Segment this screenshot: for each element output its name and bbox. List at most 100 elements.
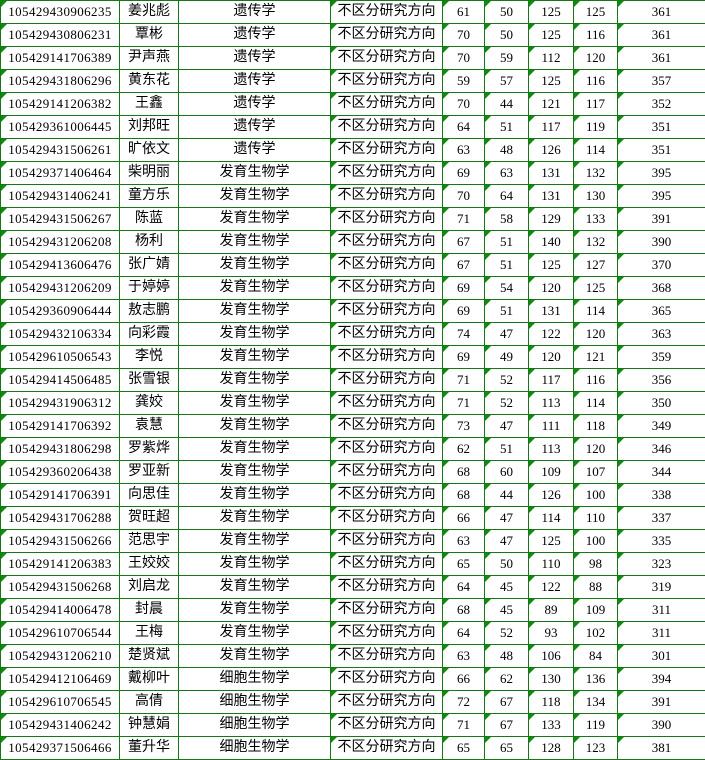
- score2-cell[interactable]: 47: [484, 414, 529, 438]
- score2-cell[interactable]: 51: [484, 437, 529, 461]
- score4-cell[interactable]: 119: [573, 115, 618, 139]
- major-cell[interactable]: 发育生物学: [178, 483, 331, 507]
- score1-cell[interactable]: 69: [442, 161, 485, 185]
- total-cell[interactable]: 361: [617, 23, 705, 47]
- name-cell[interactable]: 罗紫烨: [119, 437, 179, 461]
- direction-cell[interactable]: 不区分研究方向: [330, 552, 443, 576]
- score2-cell[interactable]: 51: [484, 230, 529, 254]
- score2-cell[interactable]: 60: [484, 460, 529, 484]
- direction-cell[interactable]: 不区分研究方向: [330, 621, 443, 645]
- major-cell[interactable]: 发育生物学: [178, 460, 331, 484]
- name-cell[interactable]: 张广婧: [119, 253, 179, 277]
- score1-cell[interactable]: 69: [442, 299, 485, 323]
- id-cell[interactable]: 105429413606476: [0, 253, 120, 277]
- direction-cell[interactable]: 不区分研究方向: [330, 736, 443, 760]
- major-cell[interactable]: 遗传学: [178, 115, 331, 139]
- id-cell[interactable]: 105429431206209: [0, 276, 120, 300]
- score4-cell[interactable]: 133: [573, 207, 618, 231]
- score1-cell[interactable]: 71: [442, 368, 485, 392]
- score1-cell[interactable]: 66: [442, 667, 485, 691]
- score3-cell[interactable]: 120: [528, 345, 574, 369]
- total-cell[interactable]: 301: [617, 644, 705, 668]
- direction-cell[interactable]: 不区分研究方向: [330, 644, 443, 668]
- major-cell[interactable]: 发育生物学: [178, 299, 331, 323]
- major-cell[interactable]: 发育生物学: [178, 253, 331, 277]
- id-cell[interactable]: 105429430906235: [0, 0, 120, 24]
- score4-cell[interactable]: 136: [573, 667, 618, 691]
- score4-cell[interactable]: 114: [573, 299, 618, 323]
- name-cell[interactable]: 尹声燕: [119, 46, 179, 70]
- major-cell[interactable]: 发育生物学: [178, 598, 331, 622]
- id-cell[interactable]: 105429360906444: [0, 299, 120, 323]
- direction-cell[interactable]: 不区分研究方向: [330, 253, 443, 277]
- score3-cell[interactable]: 106: [528, 644, 574, 668]
- score3-cell[interactable]: 125: [528, 23, 574, 47]
- total-cell[interactable]: 356: [617, 368, 705, 392]
- score2-cell[interactable]: 47: [484, 529, 529, 553]
- major-cell[interactable]: 细胞生物学: [178, 736, 331, 760]
- id-cell[interactable]: 105429610706544: [0, 621, 120, 645]
- id-cell[interactable]: 105429431806298: [0, 437, 120, 461]
- score3-cell[interactable]: 125: [528, 529, 574, 553]
- score3-cell[interactable]: 109: [528, 460, 574, 484]
- id-cell[interactable]: 105429141706392: [0, 414, 120, 438]
- score1-cell[interactable]: 63: [442, 138, 485, 162]
- direction-cell[interactable]: 不区分研究方向: [330, 46, 443, 70]
- major-cell[interactable]: 细胞生物学: [178, 667, 331, 691]
- score2-cell[interactable]: 48: [484, 644, 529, 668]
- major-cell[interactable]: 遗传学: [178, 92, 331, 116]
- direction-cell[interactable]: 不区分研究方向: [330, 161, 443, 185]
- total-cell[interactable]: 337: [617, 506, 705, 530]
- score3-cell[interactable]: 130: [528, 667, 574, 691]
- major-cell[interactable]: 发育生物学: [178, 345, 331, 369]
- score4-cell[interactable]: 116: [573, 69, 618, 93]
- id-cell[interactable]: 105429610506543: [0, 345, 120, 369]
- direction-cell[interactable]: 不区分研究方向: [330, 598, 443, 622]
- score1-cell[interactable]: 71: [442, 207, 485, 231]
- id-cell[interactable]: 105429431406241: [0, 184, 120, 208]
- score4-cell[interactable]: 127: [573, 253, 618, 277]
- score3-cell[interactable]: 111: [528, 414, 574, 438]
- total-cell[interactable]: 391: [617, 690, 705, 714]
- score1-cell[interactable]: 66: [442, 506, 485, 530]
- score1-cell[interactable]: 70: [442, 92, 485, 116]
- major-cell[interactable]: 遗传学: [178, 23, 331, 47]
- major-cell[interactable]: 发育生物学: [178, 529, 331, 553]
- direction-cell[interactable]: 不区分研究方向: [330, 506, 443, 530]
- id-cell[interactable]: 105429610706545: [0, 690, 120, 714]
- major-cell[interactable]: 发育生物学: [178, 161, 331, 185]
- total-cell[interactable]: 351: [617, 115, 705, 139]
- total-cell[interactable]: 349: [617, 414, 705, 438]
- score1-cell[interactable]: 64: [442, 575, 485, 599]
- name-cell[interactable]: 刘邦旺: [119, 115, 179, 139]
- score2-cell[interactable]: 47: [484, 506, 529, 530]
- direction-cell[interactable]: 不区分研究方向: [330, 138, 443, 162]
- score4-cell[interactable]: 98: [573, 552, 618, 576]
- major-cell[interactable]: 发育生物学: [178, 575, 331, 599]
- score2-cell[interactable]: 51: [484, 299, 529, 323]
- score2-cell[interactable]: 50: [484, 552, 529, 576]
- direction-cell[interactable]: 不区分研究方向: [330, 69, 443, 93]
- name-cell[interactable]: 戴柳叶: [119, 667, 179, 691]
- direction-cell[interactable]: 不区分研究方向: [330, 414, 443, 438]
- id-cell[interactable]: 105429361006445: [0, 115, 120, 139]
- score1-cell[interactable]: 73: [442, 414, 485, 438]
- score4-cell[interactable]: 88: [573, 575, 618, 599]
- score4-cell[interactable]: 116: [573, 368, 618, 392]
- total-cell[interactable]: 351: [617, 138, 705, 162]
- score1-cell[interactable]: 63: [442, 644, 485, 668]
- score3-cell[interactable]: 126: [528, 138, 574, 162]
- direction-cell[interactable]: 不区分研究方向: [330, 690, 443, 714]
- score4-cell[interactable]: 102: [573, 621, 618, 645]
- major-cell[interactable]: 发育生物学: [178, 552, 331, 576]
- major-cell[interactable]: 发育生物学: [178, 437, 331, 461]
- name-cell[interactable]: 黄东花: [119, 69, 179, 93]
- score1-cell[interactable]: 71: [442, 391, 485, 415]
- id-cell[interactable]: 105429431506268: [0, 575, 120, 599]
- score3-cell[interactable]: 110: [528, 552, 574, 576]
- direction-cell[interactable]: 不区分研究方向: [330, 460, 443, 484]
- total-cell[interactable]: 323: [617, 552, 705, 576]
- score3-cell[interactable]: 113: [528, 437, 574, 461]
- name-cell[interactable]: 王鑫: [119, 92, 179, 116]
- score1-cell[interactable]: 61: [442, 0, 485, 24]
